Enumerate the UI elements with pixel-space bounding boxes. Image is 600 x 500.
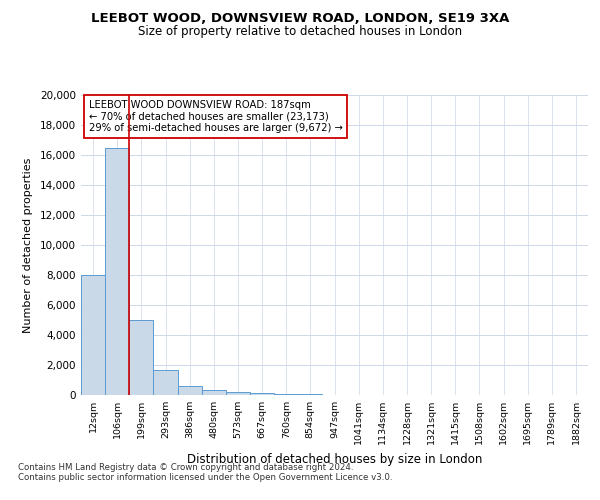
- Text: LEEBOT WOOD DOWNSVIEW ROAD: 187sqm
← 70% of detached houses are smaller (23,173): LEEBOT WOOD DOWNSVIEW ROAD: 187sqm ← 70%…: [89, 100, 343, 132]
- Bar: [226, 392, 250, 395]
- Bar: [202, 390, 226, 395]
- Bar: [129, 320, 154, 395]
- Text: LEEBOT WOOD, DOWNSVIEW ROAD, LONDON, SE19 3XA: LEEBOT WOOD, DOWNSVIEW ROAD, LONDON, SE1…: [91, 12, 509, 26]
- Bar: [81, 275, 105, 395]
- Text: Contains public sector information licensed under the Open Government Licence v3: Contains public sector information licen…: [18, 474, 392, 482]
- Text: Size of property relative to detached houses in London: Size of property relative to detached ho…: [138, 25, 462, 38]
- Bar: [178, 386, 202, 395]
- Y-axis label: Number of detached properties: Number of detached properties: [23, 158, 33, 332]
- Bar: [154, 370, 178, 395]
- Bar: [105, 148, 129, 395]
- Bar: [274, 394, 298, 395]
- Bar: [250, 393, 274, 395]
- X-axis label: Distribution of detached houses by size in London: Distribution of detached houses by size …: [187, 452, 482, 466]
- Text: Contains HM Land Registry data © Crown copyright and database right 2024.: Contains HM Land Registry data © Crown c…: [18, 462, 353, 471]
- Bar: [298, 394, 322, 395]
